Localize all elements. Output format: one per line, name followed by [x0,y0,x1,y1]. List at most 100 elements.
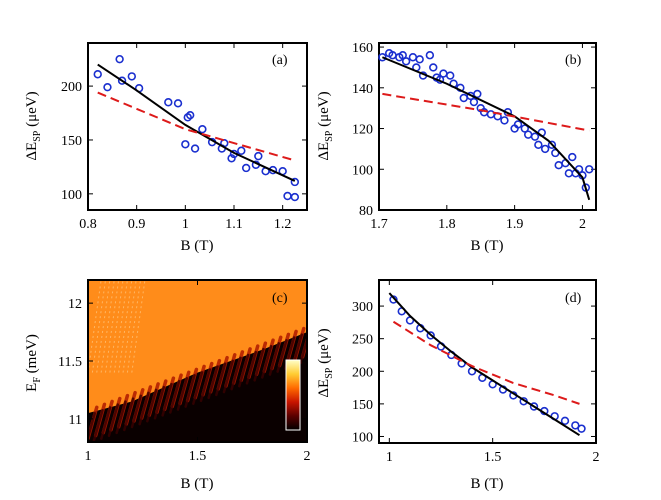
panel-b-data-point [547,140,557,150]
heatmap-speckle [96,280,111,373]
panel-d-ylabel: ΔESP (μeV) [316,328,335,397]
panel-d: 1 1.5 2 100 150 200 250 300 (d) B (T) ΔESP (μeV… [316,279,600,492]
panel-a-xtick-label: 1.2 [274,217,292,232]
panel-b-data-point [530,132,540,141]
panel-a-ytick-label: 100 [61,188,82,203]
heatmap-fringe-shadow [230,356,242,391]
panel-b-frame [378,42,597,211]
heatmap-speckle [126,280,142,373]
panel-b-data-point [540,144,550,154]
heatmap-fringe-shadow [276,339,288,373]
colorbar [285,359,301,431]
panel-a-xtick-label: 1 [182,217,189,232]
panel-a-data-point [290,192,300,202]
panel-a-ytick-label: 200 [61,80,82,95]
heatmap-fringe-shadow [176,377,188,411]
heatmap-speckle [122,280,137,373]
panel-b-xlabel: B (T) [471,238,504,254]
heatmap-speckle [88,280,102,373]
panel-b-data-point [500,116,509,125]
panel-b-ytick-label: 120 [352,123,373,138]
panel-d-data-point [560,416,570,426]
panel-b-data-point [534,140,543,150]
panel-b: 1.7 1.8 1.9 2 80 100 120 140 160 (b) B (T) ΔESP … [316,41,597,254]
panel-b-xtick-label: 1.9 [506,217,524,232]
panel-a-data-point [186,110,195,120]
panel-b-xtick-label: 1.7 [370,217,388,232]
panel-a-xlabel: B (T) [181,238,214,254]
panel-d-xtick-label: 1 [386,450,393,465]
panel-b-data-point [459,93,468,103]
panel-a-xtick-label: 0.8 [79,217,97,232]
heatmap-fringe-shadow [161,382,173,417]
heatmap-fringe-shadow [123,397,135,432]
panel-b-data-point [568,152,577,162]
panel-a-label: (a) [272,53,288,68]
panel-a-data-point [173,99,183,108]
panel-a-data-point [115,54,124,64]
heatmap-speckle [118,280,133,373]
panel-a-red-fit-line [97,91,296,162]
panel-a-data-point [241,163,251,173]
panel-d-xtick-label: 2 [593,450,600,465]
heatmap-speckle [100,280,115,373]
panel-b-data-point [523,130,533,139]
heatmap-fringe-shadow [115,400,127,435]
panel-a-data-point [198,124,207,134]
heatmap-fringe-shadow [138,391,150,426]
heatmap-fringe-shadow [146,388,158,423]
heatmap-speckle [113,280,128,373]
heatmap-speckle [131,280,146,373]
panel-b-ytick-label: 140 [352,82,373,97]
heatmap-fringe-shadow [207,365,219,400]
panel-b-red-fit-line [382,92,590,132]
heatmap-speckle [91,280,107,373]
heatmap-fringe-shadow [107,403,120,438]
panel-b-data-point [513,120,523,129]
heatmap-fringe-shadow [215,362,227,397]
heatmap-fringe-shadow [184,374,196,408]
panel-d-data-point [426,331,435,340]
heatmap-speckle [105,280,120,373]
panel-d-data-point [529,402,539,411]
panel-b-data-point [408,53,418,62]
panel-b-data-point [554,160,563,170]
heatmap-fringe-shadow [299,335,307,365]
panel-b-data-point [585,165,594,174]
heatmap-fringe-shadow [253,347,265,382]
panel-a-data-point [117,76,127,85]
panel-a-data-point [127,72,137,81]
panel-b-label: (b) [565,53,582,68]
panel-a-data-point [93,70,102,79]
panel-d-xlabel: B (T) [471,476,504,492]
panel-c-xtick-label: 1.5 [189,449,207,464]
panel-c-ylabel: EF (meV) [24,334,43,392]
panel-b-data-point [415,55,424,64]
heatmap-fringe-shadow [153,385,165,420]
panel-b-data-point [398,51,407,60]
panel-a-ytick-label: 150 [61,134,82,149]
panel-a-data-point [190,144,200,153]
heatmap-fringe-shadow [100,406,112,440]
panel-b-data-point [429,63,438,72]
panel-a-data-point [181,140,190,149]
panel-b-ytick-label: 100 [352,163,373,178]
panel-c-ytick-label: 11.5 [58,355,82,370]
heatmap-fringe-shadow [245,350,257,385]
panel-b-ytick-label: 160 [352,41,373,56]
panel-b-data-point [469,97,479,107]
panel-d-ytick-label: 100 [352,430,373,445]
panel-a-data-point [254,151,263,161]
panel-b-xtick-label: 1.8 [438,217,456,232]
panel-a-data-point [237,146,246,155]
panel-d-data-point [577,424,586,433]
panel-c-label: (c) [272,291,288,306]
panel-a-data-point [164,98,173,107]
heatmap-fringe-shadow [88,412,97,442]
panel-b-data-point [378,53,387,62]
heatmap-fringe-shadow [261,344,273,379]
panel-a-data-point [283,191,292,201]
panel-c-xlabel: B (T) [181,476,214,492]
panel-d-ytick-label: 200 [352,365,373,380]
